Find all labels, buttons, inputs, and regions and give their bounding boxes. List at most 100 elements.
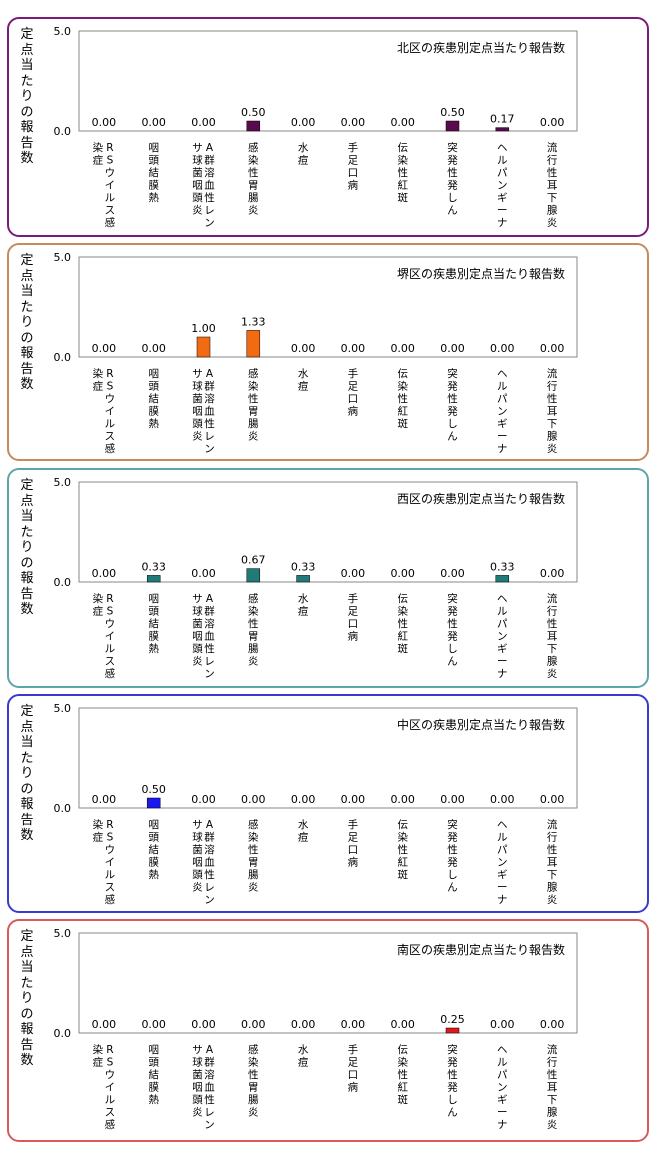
svg-text:突: 突 <box>447 592 458 605</box>
svg-text:感: 感 <box>105 216 116 229</box>
svg-text:発: 発 <box>447 856 458 869</box>
svg-text:パ: パ <box>497 393 508 405</box>
svg-text:ー: ー <box>497 1107 508 1119</box>
svg-text:発: 発 <box>447 1081 458 1094</box>
chart-title: 北区の疾患別定点当たり報告数 <box>397 40 565 55</box>
y-tick-label: 5.0 <box>54 251 72 264</box>
svg-text:水: 水 <box>298 368 309 380</box>
svg-text:血: 血 <box>204 405 215 418</box>
svg-text:パ: パ <box>497 618 508 630</box>
y-tick-label: 5.0 <box>54 702 72 715</box>
svg-text:炎: 炎 <box>547 894 558 906</box>
svg-text:球: 球 <box>192 154 203 167</box>
svg-text:熱: 熱 <box>148 417 159 430</box>
bar <box>296 575 310 583</box>
svg-text:耳: 耳 <box>547 857 558 869</box>
svg-text:パ: パ <box>497 167 508 179</box>
svg-text:斑: 斑 <box>397 1093 408 1106</box>
svg-text:突: 突 <box>447 367 458 380</box>
svg-text:ル: ル <box>105 869 116 881</box>
svg-text:性: 性 <box>248 392 258 405</box>
data-label: 0.00 <box>191 793 216 806</box>
svg-text:症: 症 <box>93 154 104 167</box>
svg-text:ー: ー <box>497 431 508 443</box>
data-label: 0.17 <box>490 113 515 126</box>
svg-text:行: 行 <box>547 380 558 393</box>
svg-text:炎: 炎 <box>248 1107 259 1119</box>
svg-text:胃: 胃 <box>248 631 258 643</box>
svg-text:染: 染 <box>248 380 259 393</box>
svg-text:水: 水 <box>298 1044 309 1056</box>
svg-text:紅: 紅 <box>397 406 408 418</box>
svg-text:発: 発 <box>447 831 458 844</box>
svg-text:行: 行 <box>547 605 558 618</box>
svg-text:腺: 腺 <box>547 430 558 443</box>
data-label: 0.00 <box>141 116 166 129</box>
svg-text:ー: ー <box>497 656 508 668</box>
svg-text:熱: 熱 <box>148 191 159 204</box>
data-label: 0.00 <box>490 1018 515 1031</box>
chart-title: 中区の疾患別定点当たり報告数 <box>397 717 565 732</box>
svg-text:結: 結 <box>148 1068 159 1081</box>
svg-text:痘: 痘 <box>298 831 309 844</box>
svg-text:頭: 頭 <box>148 606 159 618</box>
svg-text:レ: レ <box>204 1107 215 1119</box>
svg-text:結: 結 <box>148 843 159 856</box>
data-label: 1.00 <box>191 322 216 335</box>
svg-text:サ: サ <box>192 593 203 605</box>
data-label: 0.00 <box>540 793 565 806</box>
svg-text:咽: 咽 <box>148 142 159 154</box>
svg-text:群: 群 <box>204 1056 215 1069</box>
bar <box>246 330 261 358</box>
y-tick-label: 5.0 <box>54 927 72 940</box>
svg-text:イ: イ <box>105 406 116 418</box>
svg-text:胃: 胃 <box>248 1082 258 1094</box>
svg-text:ン: ン <box>497 180 508 192</box>
data-label: 0.33 <box>490 560 515 573</box>
data-label: 0.00 <box>390 1018 415 1031</box>
svg-text:発: 発 <box>447 630 458 643</box>
svg-text:S: S <box>107 381 114 393</box>
svg-text:斑: 斑 <box>397 642 408 655</box>
chart-panel-north: 定点当たりの報告数 5.0 0.0 北区の疾患別定点当たり報告数 0.00 R S ウイルス感… <box>7 17 649 237</box>
svg-text:溶: 溶 <box>204 392 215 405</box>
svg-text:ル: ル <box>105 192 116 204</box>
svg-text:し: し <box>447 643 458 655</box>
svg-text:咽: 咽 <box>192 406 203 418</box>
svg-text:ヘ: ヘ <box>497 368 508 380</box>
svg-text:S: S <box>107 1057 114 1069</box>
svg-text:病: 病 <box>348 630 359 643</box>
svg-text:S: S <box>107 832 114 844</box>
data-label: 0.00 <box>390 567 415 580</box>
svg-text:病: 病 <box>348 856 359 869</box>
svg-text:炎: 炎 <box>192 205 203 217</box>
svg-text:頭: 頭 <box>148 832 159 844</box>
svg-text:染: 染 <box>248 605 259 618</box>
svg-text:ギ: ギ <box>497 869 508 881</box>
svg-text:突: 突 <box>447 1043 458 1056</box>
svg-text:R: R <box>106 142 113 154</box>
data-label: 0.00 <box>92 342 117 355</box>
svg-text:性: 性 <box>447 166 458 179</box>
svg-text:菌: 菌 <box>192 844 203 856</box>
svg-text:ナ: ナ <box>497 1119 508 1131</box>
svg-text:性: 性 <box>397 843 408 856</box>
svg-text:菌: 菌 <box>192 167 203 179</box>
svg-text:行: 行 <box>547 1056 558 1069</box>
svg-text:結: 結 <box>148 392 159 405</box>
svg-text:流: 流 <box>547 1043 558 1056</box>
svg-text:性: 性 <box>547 617 558 630</box>
svg-text:痘: 痘 <box>298 1056 309 1069</box>
svg-text:膜: 膜 <box>148 857 159 869</box>
svg-text:し: し <box>447 192 458 204</box>
